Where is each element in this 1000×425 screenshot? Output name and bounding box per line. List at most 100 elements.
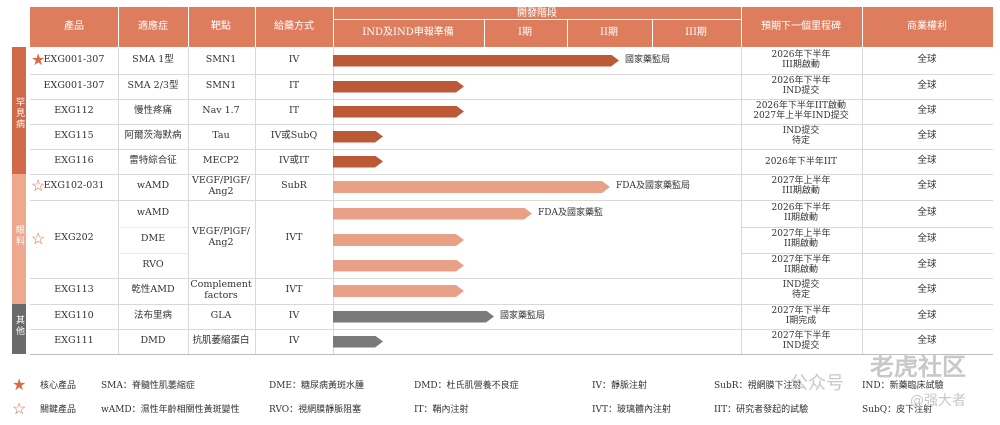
key-legend-star-icon: ☆ xyxy=(12,399,27,418)
indication-name: 阿爾茨海默病 xyxy=(124,129,182,141)
milestone-text: 2026年下半年 xyxy=(771,75,831,86)
indication-name: 雷特綜合征 xyxy=(129,154,177,166)
target-name: VEGF/PlGF/ Ang2 xyxy=(192,175,250,197)
progress-bar xyxy=(333,285,464,297)
category-label: 眼科 xyxy=(14,225,24,247)
header-divider xyxy=(567,19,568,47)
header-divider xyxy=(652,19,653,47)
row-divider xyxy=(30,124,993,125)
indication-name: wAMD xyxy=(136,206,170,218)
row-divider xyxy=(118,253,188,254)
header-divider xyxy=(118,7,119,47)
indication-name: wAMD xyxy=(136,180,170,191)
col-divider xyxy=(333,47,334,354)
progress-bar xyxy=(333,54,619,67)
indication-name: RVO xyxy=(142,258,164,270)
milestone-text: 2026年下半年 xyxy=(771,49,831,60)
product-name: EXG202 xyxy=(54,232,94,243)
col-divider xyxy=(741,47,742,354)
milestone-text: III期啟動 xyxy=(782,186,820,196)
progress-bar xyxy=(333,181,610,193)
col-divider xyxy=(118,47,119,354)
core-legend-star-icon: ★ xyxy=(12,375,27,394)
product-name: EXG110 xyxy=(54,309,94,321)
route-name: IV xyxy=(288,309,300,321)
target-name: GLA xyxy=(210,309,232,321)
row-divider xyxy=(118,227,188,228)
row-divider xyxy=(30,304,993,305)
milestone-text: 2026年下半年IIT啟動 xyxy=(755,100,847,111)
col-divider xyxy=(862,47,863,354)
key-product-star-icon: ☆ xyxy=(31,229,46,248)
milestone-text: IND提交 xyxy=(782,340,820,351)
header-route: 給藥方式 xyxy=(274,21,314,32)
legend-item: DME：糖尿病黃斑水腫 xyxy=(269,381,365,391)
progress-bar xyxy=(333,155,383,168)
row-divider xyxy=(30,278,993,279)
legend-item: IV：靜脈注射 xyxy=(592,381,648,391)
route-name: IV xyxy=(288,334,300,346)
progress-bar xyxy=(333,80,464,93)
table-bottom xyxy=(30,354,993,355)
rights-text: 全球 xyxy=(917,79,937,91)
legend-item: SubQ：皮下注射 xyxy=(862,405,933,415)
route-name: IT xyxy=(288,104,300,116)
route-name: IVT xyxy=(285,232,303,243)
regulator-note: FDA及國家藥監 xyxy=(538,207,603,218)
header-stage-2: II期 xyxy=(600,27,618,38)
route-name: IT xyxy=(288,79,300,91)
product-name: EXG001-307 xyxy=(43,79,105,91)
milestone-text: IND提交 xyxy=(782,280,820,290)
legend-item: SubR：視網膜下注射 xyxy=(714,381,802,391)
product-name: EXG102-031 xyxy=(43,180,105,191)
rights-text: 全球 xyxy=(917,334,937,346)
col-divider xyxy=(188,47,189,354)
header-divider xyxy=(333,19,741,20)
regulator-note: 國家藥監局 xyxy=(625,54,671,65)
header-divider xyxy=(255,7,256,47)
milestone-text: 2026年下半年IIT xyxy=(764,156,838,167)
header-rights: 商業權利 xyxy=(907,21,947,32)
regulator-note: FDA及國家藥監局 xyxy=(616,181,690,191)
milestone-text: 2026年下半年 xyxy=(771,202,831,213)
header-indication: 適應症 xyxy=(138,21,168,32)
legend-core: 核心產品 xyxy=(40,381,77,391)
milestone-text: 待定 xyxy=(791,135,811,146)
progress-bar xyxy=(333,259,464,272)
header-divider xyxy=(741,7,742,47)
target-name: MECP2 xyxy=(202,154,240,166)
progress-bar xyxy=(333,105,464,118)
target-name: SMN1 xyxy=(205,79,237,91)
rights-text: 全球 xyxy=(917,309,937,321)
core-product-star-icon: ★ xyxy=(31,49,46,69)
milestone-text: II期啟動 xyxy=(783,264,819,275)
indication-name: DME xyxy=(140,233,166,244)
row-divider xyxy=(30,329,993,330)
milestone-text: 2027年上半年 xyxy=(771,229,831,239)
header-divider xyxy=(862,7,863,47)
milestone-text: II期啟動 xyxy=(783,239,819,249)
product-name: EXG112 xyxy=(54,104,94,116)
milestone-text: 2027年下半年 xyxy=(771,254,831,265)
product-name: EXG115 xyxy=(54,129,94,141)
header-divider xyxy=(188,7,189,47)
indication-name: 法布里病 xyxy=(133,309,173,321)
progress-bar xyxy=(333,130,383,143)
product-name: EXG111 xyxy=(54,334,94,346)
header-stage-ind: IND及IND申報準備 xyxy=(362,27,454,38)
legend-item: IT：鞘內注射 xyxy=(414,405,469,415)
category-band xyxy=(12,174,26,304)
indication-name: 慢性疼痛 xyxy=(133,104,173,116)
category-label: 罕見病 xyxy=(14,96,24,130)
watermark-wechat: 公众号 xyxy=(790,373,844,394)
category-band xyxy=(12,47,26,174)
row-divider xyxy=(741,253,993,254)
rights-text: 全球 xyxy=(917,206,937,218)
target-name: VEGF/PlGF/ Ang2 xyxy=(192,226,250,248)
rights-text: 全球 xyxy=(917,154,937,166)
milestone-text: IND提交 xyxy=(782,125,820,136)
indication-name: DMD xyxy=(140,334,166,346)
progress-bar xyxy=(333,335,383,348)
watermark-sub: @强大者 xyxy=(910,393,966,409)
header-milestone: 預期下一個里程碑 xyxy=(761,21,841,32)
